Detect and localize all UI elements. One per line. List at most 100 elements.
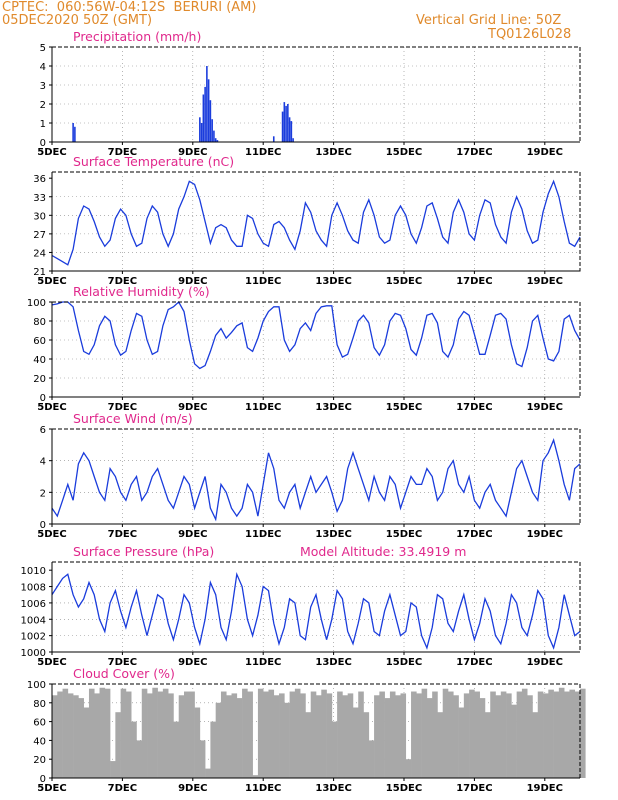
- humidity-frame: [51, 301, 581, 398]
- cloud-cover-bar: [120, 688, 127, 778]
- precipitation-bar: [292, 138, 294, 142]
- cloud-cover-bar: [363, 712, 370, 778]
- wind-xtick-label: 5DEC: [37, 529, 66, 540]
- wind-ytick-label: 6: [40, 425, 46, 436]
- cloud-cover-bar: [337, 691, 343, 778]
- cloud-cover-bar: [432, 691, 438, 778]
- cloud-cover-bar: [231, 693, 238, 778]
- cloud-cover-bar: [495, 695, 502, 778]
- precipitation-bar: [200, 123, 203, 142]
- humidity-ytick-label: 60: [33, 336, 46, 347]
- cloud-cover-bar: [532, 712, 539, 778]
- cloud-cover-bar: [537, 691, 544, 778]
- cloud-xtick-label: 19DEC: [527, 783, 563, 794]
- wind-ytick-label: 4: [40, 457, 46, 468]
- humidity-ytick-label: 80: [33, 317, 46, 328]
- cloud-cover-bar: [558, 687, 565, 778]
- pressure-xtick-label: 9DEC: [178, 657, 207, 668]
- precipitation-bar: [199, 117, 201, 142]
- cloud-cover-bar: [553, 691, 560, 778]
- precipitation-bar: [285, 105, 287, 142]
- wind-series-line: [51, 438, 581, 522]
- cloud-cover-bar: [62, 688, 69, 778]
- cloud-cover-bar: [374, 695, 380, 778]
- cloud-cover-bar: [57, 691, 63, 778]
- precipitation-title: Precipitation (mm/h): [73, 29, 201, 44]
- cloud-cover-bar: [490, 691, 496, 778]
- temperature-xtick-label: 15DEC: [386, 276, 422, 287]
- pressure-ytick-label: 1004: [21, 615, 46, 626]
- precipitation-ytick-label: 1: [40, 119, 46, 130]
- precipitation-bar: [216, 140, 219, 142]
- cloud-cover-bar: [379, 691, 385, 778]
- pressure-ytick-label: 1010: [21, 566, 46, 577]
- wind-xtick-label: 15DEC: [386, 529, 422, 540]
- cloud-cover-bar: [194, 707, 201, 778]
- cloud-ytick-label: 80: [33, 699, 46, 710]
- cloud-title: Cloud Cover (%): [73, 666, 175, 681]
- cloud-cover-bar: [115, 712, 121, 778]
- precipitation-bar: [283, 102, 286, 142]
- cloud-cover-bar: [220, 691, 227, 778]
- temperature-xtick-label: 19DEC: [527, 276, 563, 287]
- wind-ytick-label: 0: [40, 520, 46, 531]
- cloud-cover-bar: [574, 691, 581, 778]
- humidity-xtick-label: 17DEC: [456, 402, 492, 413]
- cloud-ytick-label: 0: [40, 774, 46, 785]
- cloud-cover-bar: [305, 712, 312, 778]
- precipitation-bar: [209, 100, 212, 142]
- humidity-xtick-label: 13DEC: [315, 402, 351, 413]
- wind-xtick-label: 7DEC: [108, 529, 137, 540]
- cloud-cover-bar: [321, 689, 327, 778]
- humidity-series-line: [51, 300, 581, 370]
- cloud-ytick-label: 40: [33, 736, 46, 747]
- cloud-cover-bar: [242, 688, 248, 778]
- precipitation-bar: [272, 136, 275, 142]
- cloud-cover-bar: [110, 761, 116, 778]
- cloud-xtick-label: 9DEC: [178, 783, 207, 794]
- wind-xtick-label: 17DEC: [456, 529, 492, 540]
- cloud-cover-bar: [99, 687, 106, 778]
- precipitation-ytick-label: 3: [40, 81, 46, 92]
- cloud-cover-bar: [205, 768, 211, 778]
- cloud-cover-bar: [210, 721, 216, 778]
- cloud-cover-bar: [358, 691, 364, 778]
- precipitation-bar: [214, 138, 217, 142]
- cloud-cover-bar: [411, 691, 417, 778]
- humidity-xtick-label: 5DEC: [37, 402, 66, 413]
- humidity-xtick-label: 15DEC: [386, 402, 422, 413]
- precipitation-xtick-label: 7DEC: [108, 147, 137, 158]
- pressure-xtick-label: 5DEC: [37, 657, 66, 668]
- temperature-ytick-label: 27: [33, 230, 46, 241]
- pressure-ytick-label: 1000: [21, 648, 46, 659]
- wind-frame: [51, 428, 581, 525]
- cloud-cover-bar: [157, 691, 164, 778]
- pressure-ytick-label: 1008: [21, 583, 46, 594]
- cloud-xtick-label: 11DEC: [245, 783, 281, 794]
- cloud-cover-bar: [469, 689, 475, 778]
- cloud-cover-bar: [516, 691, 523, 778]
- cloud-cover-bar: [173, 721, 180, 778]
- humidity-xtick-label: 19DEC: [527, 402, 563, 413]
- cloud-cover-bar: [168, 693, 174, 778]
- pressure-xtick-label: 13DEC: [315, 657, 351, 668]
- cloud-cover-bar: [73, 695, 79, 778]
- cloud-cover-bar: [395, 695, 401, 778]
- cloud-cover-bar: [136, 740, 143, 778]
- cloud-xtick-label: 15DEC: [386, 783, 422, 794]
- wind-xtick-label: 19DEC: [527, 529, 563, 540]
- precipitation-xtick-label: 19DEC: [527, 147, 563, 158]
- cloud-cover-bar: [453, 695, 459, 778]
- cloud-cover-bar: [94, 693, 100, 778]
- cloud-cover-bar: [52, 695, 58, 778]
- header-model-code: TQ0126L028: [488, 27, 572, 42]
- precipitation-ytick-label: 2: [40, 100, 46, 111]
- precipitation-frame: [51, 46, 581, 143]
- precipitation-bar: [207, 79, 210, 142]
- cloud-cover-bar: [257, 688, 264, 778]
- header-grid-note: Vertical Grid Line: 50Z: [416, 13, 562, 28]
- cloud-cover-bar: [294, 688, 301, 778]
- pressure-xtick-label: 19DEC: [527, 657, 563, 668]
- cloud-cover-bar: [463, 693, 470, 778]
- cloud-xtick-label: 7DEC: [108, 783, 137, 794]
